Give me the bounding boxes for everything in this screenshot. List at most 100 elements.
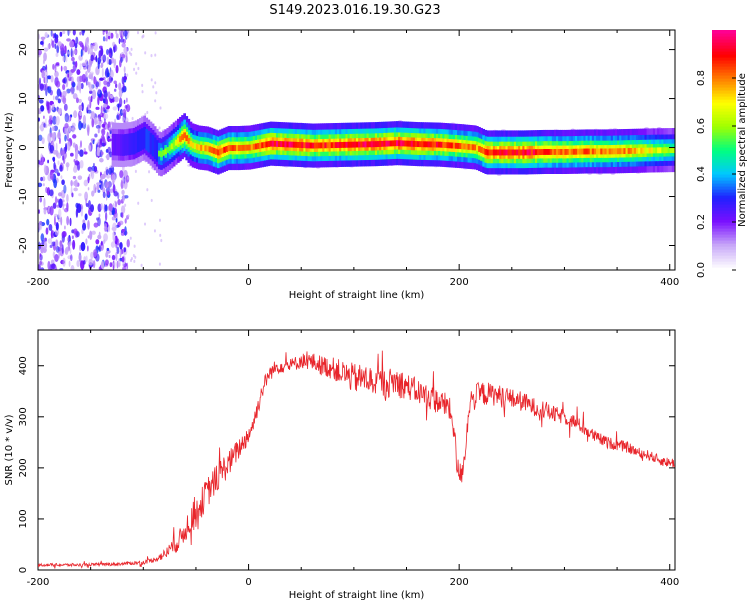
noise-speckle: [78, 75, 84, 83]
noise-speckle: [55, 142, 58, 152]
noise-speckle: [78, 41, 83, 46]
noise-speckle: [96, 146, 100, 157]
noise-speckle: [97, 95, 100, 106]
noise-speckle: [73, 65, 76, 70]
ridge-cell: [181, 134, 184, 141]
noise-speckle: [61, 95, 66, 103]
ridge-cell: [469, 144, 473, 150]
colorbar-swatch: [712, 42, 736, 46]
noise-speckle: [97, 216, 101, 227]
noise-speckle: [71, 122, 76, 128]
ridge-cell: [147, 130, 151, 153]
noise-speckle: [64, 249, 68, 254]
noise-speckle: [115, 218, 118, 223]
figure-title: S149.2023.016.19.30.G23: [269, 3, 440, 18]
noise-speckle: [94, 187, 97, 193]
ridge-cell: [324, 142, 328, 149]
ridge-cell: [636, 147, 639, 154]
colorbar-swatch: [712, 147, 736, 151]
ridge-cell: [423, 141, 427, 148]
colorbar-swatch: [712, 120, 736, 124]
noise-speckle: [54, 196, 58, 205]
y-tick-label: 200: [18, 458, 29, 477]
noise-speckle: [79, 149, 84, 157]
noise-speckle: [92, 89, 96, 100]
noise-speckle: [70, 47, 73, 58]
ridge-cell: [452, 142, 456, 149]
noise-speckle: [122, 108, 127, 118]
ridge-cell: [174, 139, 178, 146]
ridge-cell: [111, 133, 115, 156]
noise-speckle: [38, 33, 41, 40]
colorbar-swatch: [712, 93, 736, 97]
ridge-cell: [568, 148, 572, 155]
noise-speckle: [79, 111, 83, 116]
ridge-cell: [572, 148, 576, 155]
noise-speckle: [55, 150, 59, 158]
noise-speckle: [40, 105, 45, 112]
ridge-cell: [625, 148, 629, 154]
ridge-cell: [598, 148, 601, 155]
noise-speckle: [40, 36, 46, 40]
ridge-cell: [383, 140, 387, 147]
noise-speckle: [150, 198, 153, 203]
noise-speckle: [49, 205, 54, 216]
noise-speckle: [159, 106, 162, 110]
ridge-cell: [126, 133, 130, 156]
ridge-cell: [526, 149, 530, 156]
ridge-cell: [118, 134, 121, 156]
noise-speckle: [90, 204, 95, 213]
snr-series: [38, 350, 675, 569]
ridge-cell: [248, 144, 252, 151]
noise-speckle: [120, 231, 125, 236]
noise-speckle: [102, 98, 106, 104]
noise-speckle: [87, 187, 90, 191]
ridge-cell: [139, 129, 142, 151]
noise-speckle: [86, 104, 90, 112]
noise-speckle: [81, 44, 85, 51]
noise-speckle: [49, 244, 53, 249]
noise-speckle: [46, 218, 50, 226]
colorbar-swatch: [712, 240, 736, 244]
ridge-cell: [330, 142, 334, 149]
colorbar-swatch: [712, 198, 736, 202]
ridge-cell: [427, 141, 431, 148]
ridge-cell: [646, 147, 650, 154]
noise-speckle: [57, 208, 62, 219]
noise-speckle: [52, 95, 55, 101]
ridge-cell: [381, 140, 384, 147]
noise-speckle: [38, 99, 44, 104]
ridge-cell: [183, 132, 187, 139]
noise-speckle: [105, 155, 110, 159]
noise-speckle: [121, 189, 125, 195]
ridge-cell: [153, 137, 157, 160]
noise-speckle: [54, 229, 60, 236]
noise-speckle: [144, 113, 147, 117]
noise-speckle: [108, 254, 111, 259]
noise-speckle: [154, 99, 157, 103]
noise-speckle: [79, 63, 82, 71]
noise-speckle: [66, 237, 70, 242]
ridge-cell: [219, 148, 222, 155]
colorbar-swatch: [712, 231, 736, 235]
noise-speckle: [87, 219, 90, 230]
noise-speckle: [122, 82, 125, 90]
ridge-cell: [216, 149, 220, 156]
noise-speckle: [111, 254, 116, 261]
colorbar-swatch: [712, 123, 736, 127]
noise-speckle: [39, 83, 44, 91]
noise-speckle: [55, 222, 59, 231]
ridge-cell: [162, 149, 165, 156]
colorbar-swatch: [712, 69, 736, 73]
noise-speckle: [90, 111, 95, 119]
ridge-cell: [465, 143, 469, 150]
noise-speckle: [107, 138, 112, 142]
ridge-cell: [497, 149, 500, 156]
noise-speckle: [137, 201, 140, 205]
noise-speckle: [124, 203, 127, 207]
ridge-cell: [494, 149, 498, 156]
ridge-cell: [254, 143, 258, 150]
noise-speckle: [144, 51, 147, 55]
noise-speckle: [57, 108, 61, 114]
ridge-cell: [288, 141, 292, 148]
